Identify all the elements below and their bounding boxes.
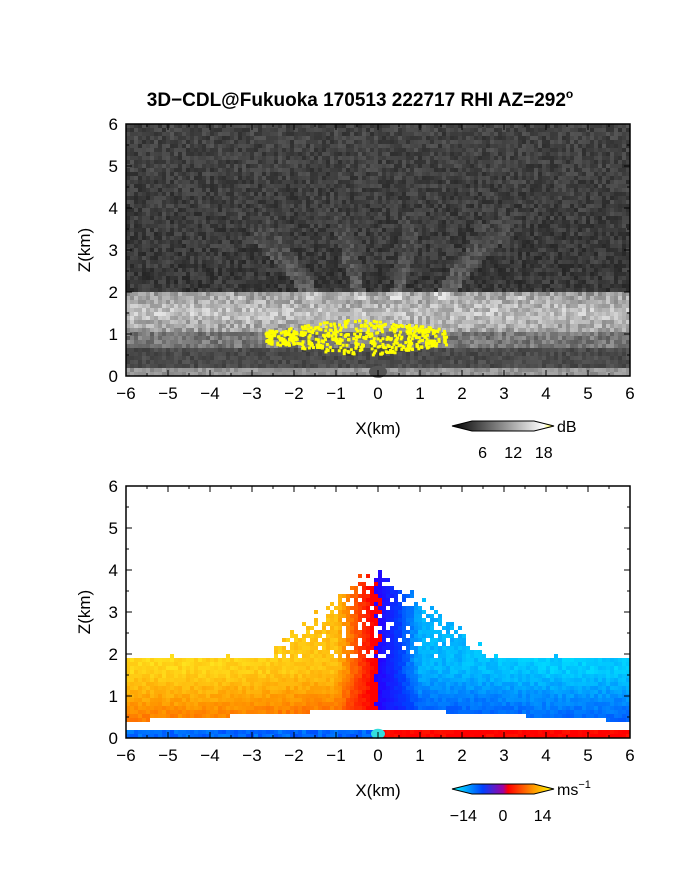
colorbar-tick-label: 0 xyxy=(499,808,508,825)
x-tick-label: 3 xyxy=(499,746,508,765)
x-tick-label: −2 xyxy=(284,384,303,403)
x-tick-label: −4 xyxy=(200,746,219,765)
x-tick-label: 6 xyxy=(625,384,634,403)
x-tick-label: −4 xyxy=(200,384,219,403)
y-tick-label: 6 xyxy=(109,115,118,134)
x-tick-label: −6 xyxy=(116,384,135,403)
x-tick-label: 2 xyxy=(457,384,466,403)
colorbar: dB 6 12 18 xyxy=(451,419,577,462)
y-tick-label: 0 xyxy=(109,729,118,748)
y-tick-label: 2 xyxy=(109,645,118,664)
y-axis-label: Z(km) xyxy=(75,228,94,272)
axis-ticks: −6 −5 −4 −3 −2 −1 0 1 2 3 4 5 6 0 1 2 3 4 5 6 xyxy=(109,477,635,765)
x-tick-label: −6 xyxy=(116,746,135,765)
x-tick-label: 5 xyxy=(583,384,592,403)
colorbar: ms−1 −14 0 14 xyxy=(450,779,591,825)
velocity-panel: −6 −5 −4 −3 −2 −1 0 1 2 3 4 5 6 0 1 2 3 4 5 6 X(km) Z(km) m… xyxy=(75,477,635,825)
y-tick-label: 4 xyxy=(109,561,118,580)
colorbar-tick-label: 14 xyxy=(534,808,552,825)
chart-title: 3D−CDL@Fukuoka 170513 222717 RHI AZ=292o xyxy=(147,87,574,111)
colorbar-gradient xyxy=(451,420,555,432)
x-tick-label: 3 xyxy=(499,384,508,403)
colorbar-tick-label: −14 xyxy=(450,808,477,825)
y-tick-label: 2 xyxy=(109,283,118,302)
x-tick-label: 5 xyxy=(583,746,592,765)
colorbar-unit: ms−1 xyxy=(557,779,591,799)
y-tick-label: 1 xyxy=(109,325,118,344)
x-tick-label: 0 xyxy=(373,746,382,765)
x-tick-label: 4 xyxy=(541,746,550,765)
x-tick-label: 1 xyxy=(415,384,424,403)
colorbar-tick-label: 18 xyxy=(535,445,553,462)
x-axis-label: X(km) xyxy=(355,781,400,800)
x-tick-label: −3 xyxy=(242,746,261,765)
y-tick-label: 4 xyxy=(109,199,118,218)
x-axis-label: X(km) xyxy=(355,419,400,438)
colorbar-gradient xyxy=(451,783,555,795)
y-tick-label: 0 xyxy=(109,367,118,386)
y-tick-label: 6 xyxy=(109,477,118,496)
x-tick-label: 0 xyxy=(373,384,382,403)
velocity-field xyxy=(126,570,630,739)
backscatter-field xyxy=(126,124,630,378)
colorbar-tick-label: 12 xyxy=(504,445,522,462)
colorbar-tick-label: 6 xyxy=(478,445,487,462)
y-tick-label: 3 xyxy=(109,603,118,622)
x-tick-label: −5 xyxy=(158,746,177,765)
x-tick-label: −3 xyxy=(242,384,261,403)
x-tick-label: 6 xyxy=(625,746,634,765)
x-tick-label: −1 xyxy=(326,384,345,403)
y-tick-label: 5 xyxy=(109,157,118,176)
axis-ticks: −6 −5 −4 −3 −2 −1 0 1 2 3 4 5 6 0 1 2 3 4 5 6 xyxy=(109,115,635,403)
x-tick-label: −1 xyxy=(326,746,345,765)
y-tick-label: 5 xyxy=(109,519,118,538)
x-tick-label: 4 xyxy=(541,384,550,403)
x-tick-label: 2 xyxy=(457,746,466,765)
x-tick-label: −2 xyxy=(284,746,303,765)
colorbar-unit: dB xyxy=(557,419,577,436)
y-axis-label: Z(km) xyxy=(75,590,94,634)
x-tick-label: −5 xyxy=(158,384,177,403)
x-tick-label: 1 xyxy=(415,746,424,765)
y-tick-label: 1 xyxy=(109,687,118,706)
y-tick-label: 3 xyxy=(109,241,118,260)
